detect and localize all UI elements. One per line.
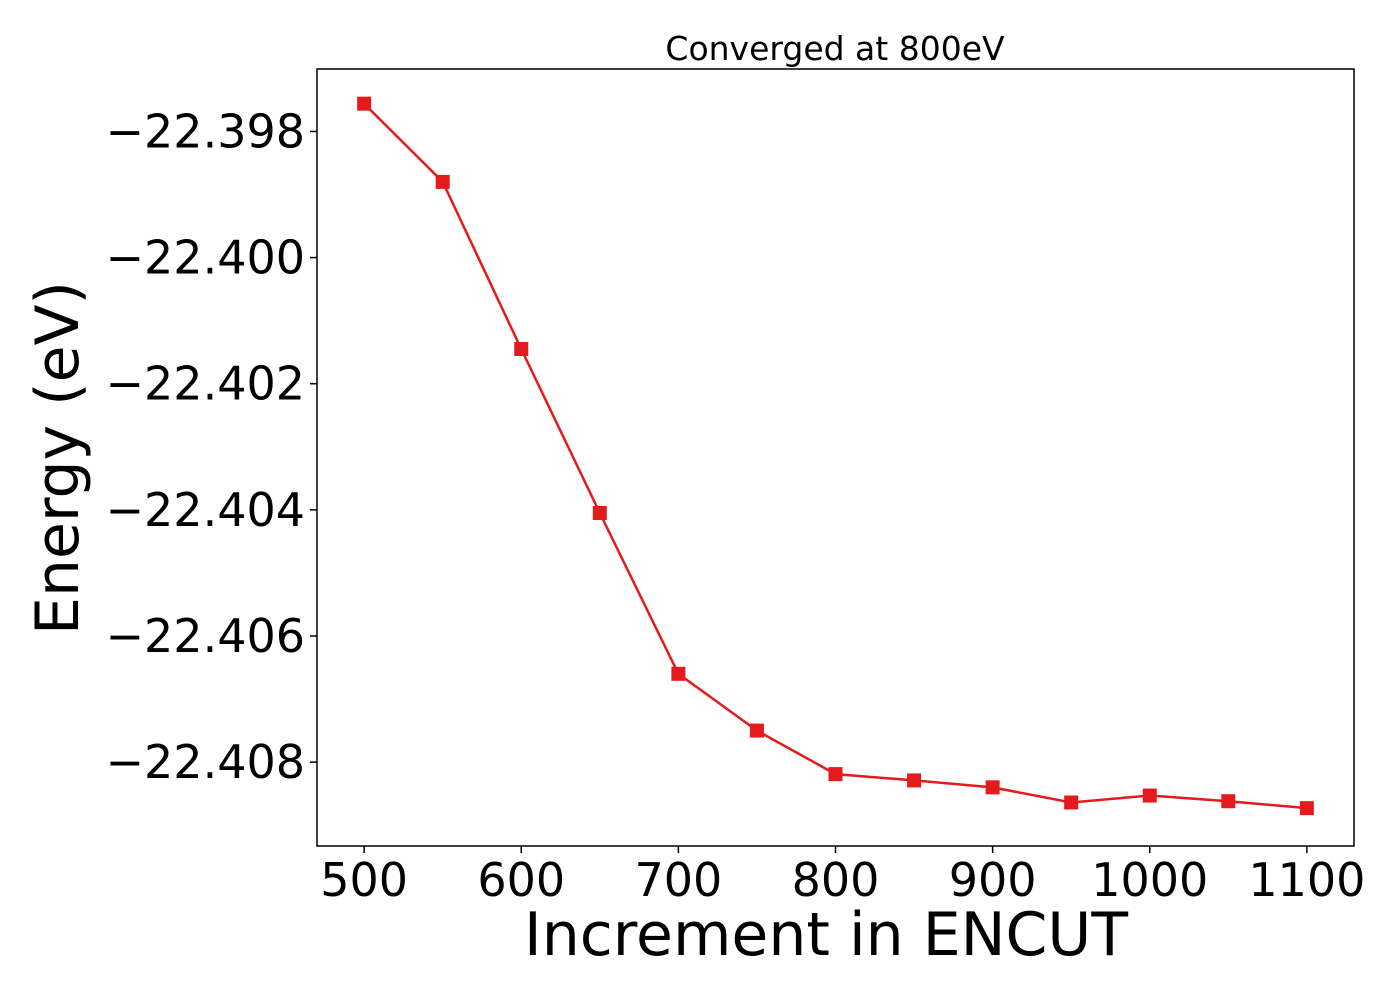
data-point-marker <box>985 780 1000 795</box>
chart-title: Converged at 800eV <box>665 29 1005 68</box>
y-axis-title: Energy (eV) <box>23 281 93 635</box>
data-point-marker <box>671 666 686 681</box>
data-point-marker <box>1299 801 1314 816</box>
data-point-marker <box>514 342 529 357</box>
x-tick-label: 600 <box>477 853 565 907</box>
data-point-marker <box>907 773 922 788</box>
y-tick-label: −22.408 <box>106 735 306 789</box>
x-axis-ticks: 500 600 700 800 900 1000 1100 <box>320 846 1365 907</box>
y-tick-label: −22.406 <box>106 609 306 663</box>
y-axis-ticks: −22.398 −22.400 −22.402 −22.404 −22.406 −22.4… <box>106 104 317 789</box>
data-point-marker <box>357 96 372 111</box>
data-point-marker <box>592 506 607 520</box>
x-tick-label: 800 <box>792 853 880 907</box>
data-point-marker <box>828 767 843 782</box>
y-tick-label: −22.398 <box>106 104 306 158</box>
x-axis-title: Increment in ENCUT <box>524 900 1128 970</box>
y-tick-label: −22.404 <box>106 483 306 537</box>
x-tick-label: 1100 <box>1248 853 1365 907</box>
x-tick-label: 900 <box>949 853 1037 907</box>
x-tick-label: 500 <box>320 853 408 907</box>
data-point-marker <box>749 723 764 738</box>
data-point-marker <box>1221 794 1236 809</box>
series-layer <box>357 96 1314 816</box>
y-tick-label: −22.400 <box>106 231 306 285</box>
data-point-marker <box>1142 788 1157 803</box>
data-point-marker <box>1064 795 1079 810</box>
y-tick-label: −22.402 <box>106 357 306 411</box>
data-point-marker <box>435 174 450 189</box>
plot-frame <box>316 68 1355 847</box>
x-tick-label: 700 <box>634 853 722 907</box>
x-tick-label: 1000 <box>1091 853 1208 907</box>
